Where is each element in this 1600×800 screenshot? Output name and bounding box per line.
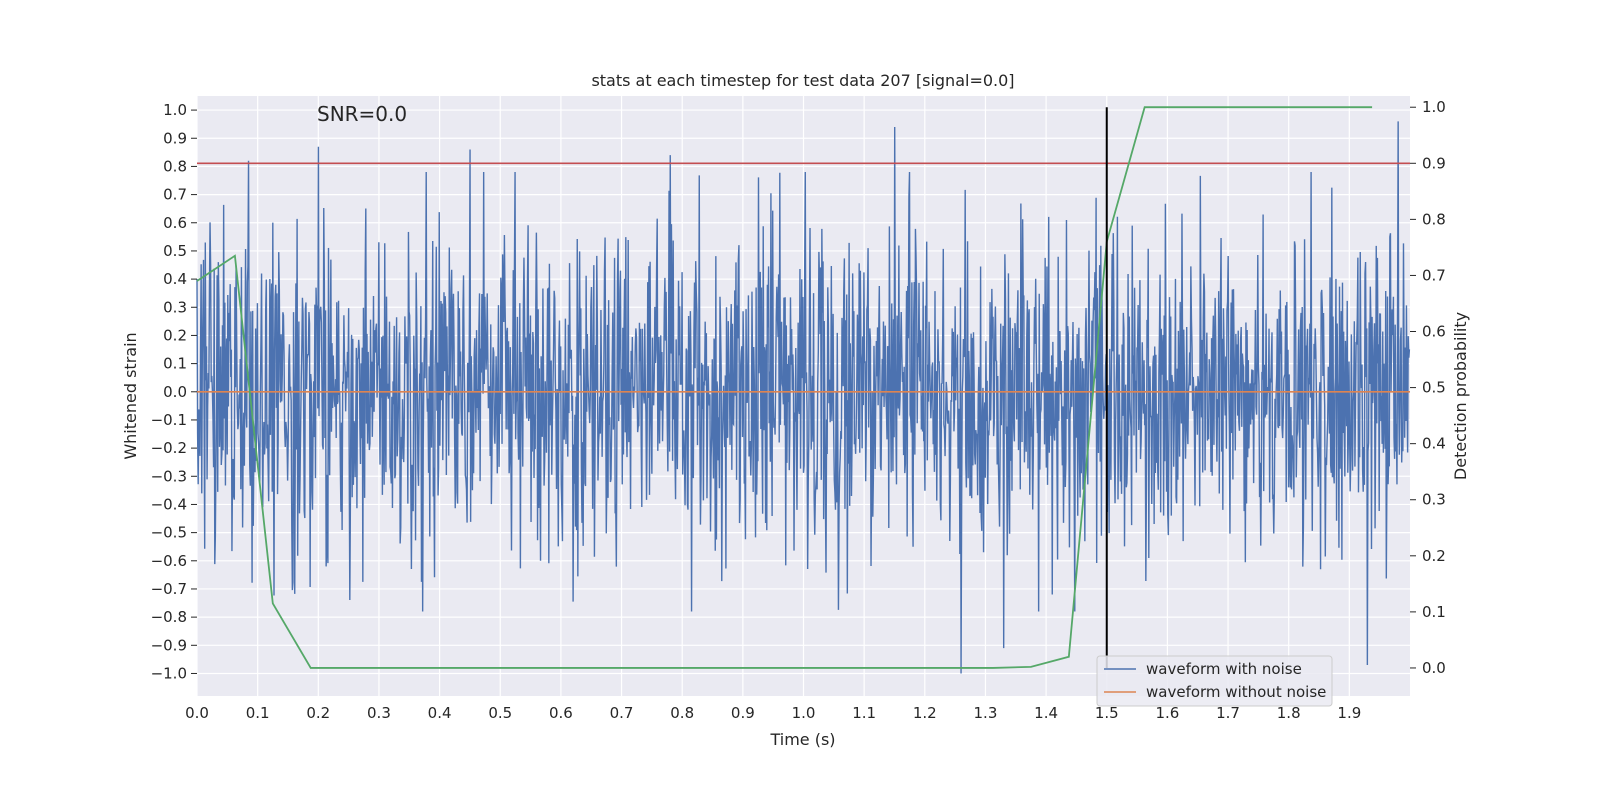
- y-left-tick-label: −0.2: [151, 439, 187, 457]
- y-axis-label-left: Whitened strain: [121, 332, 140, 459]
- x-tick-label: 1.6: [1155, 704, 1179, 722]
- y-left-tick-label: 0.6: [163, 214, 187, 232]
- y-left-tick-label: 0.2: [163, 326, 187, 344]
- y-right-tick-label: 0.7: [1422, 266, 1446, 284]
- x-tick-label: 1.2: [913, 704, 937, 722]
- y-left-tick-label: −0.7: [151, 580, 187, 598]
- y-right-tick-label: 0.0: [1422, 659, 1446, 677]
- y-left-tick-label: −0.4: [151, 495, 187, 513]
- y-left-tick-label: −0.5: [151, 524, 187, 542]
- x-tick-label: 0.0: [185, 704, 209, 722]
- y-left-tick-label: 0.0: [163, 383, 187, 401]
- x-axis-label: Time (s): [769, 730, 835, 749]
- series-noise-group: [196, 121, 1411, 674]
- y-left-tick-label: 0.1: [163, 355, 187, 373]
- y-left-tick-label: −0.9: [151, 636, 187, 654]
- y-axis-label-right: Detection probability: [1451, 312, 1470, 480]
- probability-group: [196, 106, 1373, 669]
- legend-label-noise: waveform with noise: [1146, 660, 1302, 678]
- x-tick-label: 0.4: [428, 704, 452, 722]
- x-tick-label: 1.9: [1337, 704, 1361, 722]
- x-tick-label: 0.2: [306, 704, 330, 722]
- y-left-tick-label: −0.1: [151, 411, 187, 429]
- x-tick-label: 0.8: [670, 704, 694, 722]
- x-tick-label: 1.7: [1216, 704, 1240, 722]
- x-tick-label: 0.3: [367, 704, 391, 722]
- y-left-tick-labels: 1.0 0.9 0.8 0.7 0.6 0.5 0.4 0.3 0.2 0.1 0.0 −0.1 −0.…: [151, 101, 197, 682]
- y-left-tick-label: 0.4: [163, 270, 187, 288]
- y-left-tick-label: 1.0: [163, 101, 187, 119]
- snr-annotation: SNR=0.0: [317, 102, 407, 126]
- y-left-tick-label: −0.3: [151, 467, 187, 485]
- y-left-tick-label: −0.6: [151, 552, 187, 570]
- series-detection-probability: [196, 106, 1373, 669]
- legend-label-clean: waveform without noise: [1146, 683, 1326, 701]
- y-right-tick-label: 0.3: [1422, 491, 1446, 509]
- x-tick-label: 1.1: [852, 704, 876, 722]
- x-tick-label: 0.5: [488, 704, 512, 722]
- chart-title: stats at each timestep for test data 207…: [591, 71, 1014, 90]
- y-left-tick-label: 0.8: [163, 157, 187, 175]
- y-left-tick-label: 0.9: [163, 129, 187, 147]
- y-left-tick-label: 0.7: [163, 186, 187, 204]
- x-tick-label: 0.9: [731, 704, 755, 722]
- y-right-tick-labels: 1.0 0.9 0.8 0.7 0.6 0.5 0.4 0.3 0.2 0.1 0.0: [1410, 98, 1446, 677]
- x-tick-label: 1.8: [1277, 704, 1301, 722]
- y-right-tick-label: 0.2: [1422, 547, 1446, 565]
- y-right-tick-label: 0.4: [1422, 435, 1446, 453]
- x-tick-label: 1.4: [1034, 704, 1058, 722]
- y-right-tick-label: 0.5: [1422, 379, 1446, 397]
- y-left-tick-label: −0.8: [151, 608, 187, 626]
- y-right-tick-label: 0.9: [1422, 154, 1446, 172]
- x-tick-label: 1.5: [1095, 704, 1119, 722]
- y-right-tick-label: 0.8: [1422, 210, 1446, 228]
- y-left-tick-label: 0.3: [163, 298, 187, 316]
- series-waveform-with-noise: [196, 121, 1411, 674]
- y-right-tick-label: 1.0: [1422, 98, 1446, 116]
- x-tick-label: 0.1: [246, 704, 270, 722]
- y-right-tick-label: 0.6: [1422, 323, 1446, 341]
- x-tick-label: 0.6: [549, 704, 573, 722]
- y-right-tick-label: 0.1: [1422, 603, 1446, 621]
- x-tick-label: 1.3: [974, 704, 998, 722]
- x-tick-label: 1.0: [792, 704, 816, 722]
- legend-box: [1096, 655, 1333, 707]
- x-tick-label: 0.7: [610, 704, 634, 722]
- legend: waveform with noise waveform without noi…: [1096, 655, 1333, 707]
- y-left-tick-label: −1.0: [151, 664, 187, 682]
- y-left-tick-label: 0.5: [163, 242, 187, 260]
- x-tick-labels: 0.0 0.1 0.2 0.3 0.4 0.5 0.6 0.7 0.8 0.9 1.0 1.1 1.2 1…: [185, 704, 1361, 722]
